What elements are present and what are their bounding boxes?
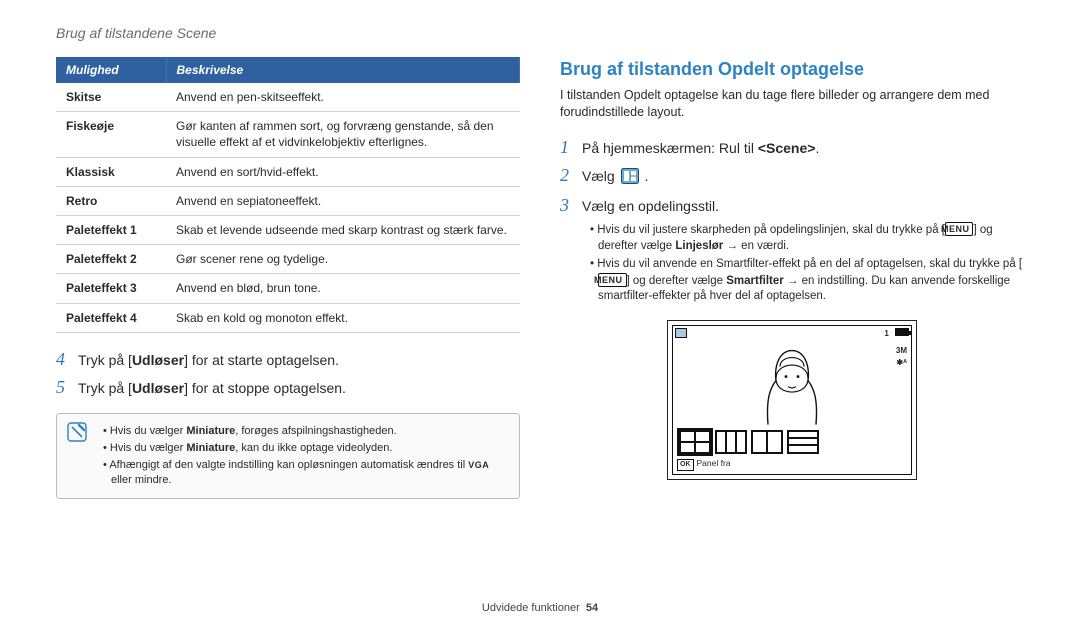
cam-flash-icon: ✱ᴬ [896,358,907,369]
step-2: 2 Vælg . [560,163,1024,189]
table-row: KlassiskAnvend en sort/hvid-effekt. [56,157,520,186]
step-number: 3 [560,193,582,217]
cam-panel-label: Panel fra [697,458,731,468]
menu-key-icon: MENU [945,222,974,236]
ok-key-icon: OK [677,459,694,470]
options-table: Mulighed Beskrivelse SkitseAnvend en pen… [56,57,520,333]
table-row: SkitseAnvend en pen-skitseeffekt. [56,83,520,112]
camera-preview: 1 3M ✱ᴬ [667,320,917,480]
step-number: 4 [56,347,78,371]
face-illustration [756,344,828,431]
sub-bullet: Hvis du vil anvende en Smartfilter-effek… [590,257,1024,305]
step-1: 1 På hjemmeskærmen: Rul til <Scene>. [560,135,1024,159]
sub-bullet: Hvis du vil justere skarpheden på opdeli… [590,222,1024,254]
note-icon [67,422,89,489]
layout-option[interactable] [715,430,747,454]
step-4: 4 Tryk på [Udløser] for at starte optage… [56,347,520,371]
step-5: 5 Tryk på [Udløser] for at stoppe optage… [56,375,520,399]
cam-resolution: 3M [896,346,907,357]
table-row: Paleteffekt 3Anvend en blød, brun tone. [56,274,520,303]
battery-icon [895,328,909,336]
step-number: 1 [560,135,582,159]
layout-thumbnails [679,430,819,454]
split-mode-icon [621,168,639,189]
section-lead: I tilstanden Opdelt optagelse kan du tag… [560,87,1024,121]
note-box: Hvis du vælger Miniature, forøges afspil… [56,413,520,498]
cam-mode-icon [675,328,689,342]
note-line: Hvis du vælger Miniature, forøges afspil… [103,424,509,439]
step-3: 3 Vælg en opdelingsstil. Hvis du vil jus… [560,193,1024,307]
th-option: Mulighed [56,57,166,83]
table-row: Paleteffekt 4Skab en kold og monoton eff… [56,303,520,332]
step-number: 2 [560,163,582,187]
page-footer: Udvidede funktioner 54 [0,601,1080,616]
breadcrumb: Brug af tilstandene Scene [56,24,1024,43]
menu-key-icon: MENU [598,273,627,287]
table-row: Paleteffekt 1Skab et levende udseende me… [56,216,520,245]
layout-option[interactable] [751,430,783,454]
table-row: FiskeøjeGør kanten af rammen sort, og fo… [56,112,520,157]
layout-option[interactable] [679,430,711,454]
step-number: 5 [56,375,78,399]
table-row: RetroAnvend en sepiatoneeffekt. [56,186,520,215]
th-desc: Beskrivelse [166,57,520,83]
table-row: Paleteffekt 2Gør scener rene og tydelige… [56,245,520,274]
cam-counter: 1 [884,329,888,340]
layout-option[interactable] [787,430,819,454]
note-line: Afhængigt af den valgte indstilling kan … [103,458,509,488]
note-line: Hvis du vælger Miniature, kan du ikke op… [103,441,509,456]
section-title: Brug af tilstanden Opdelt optagelse [560,57,1024,81]
